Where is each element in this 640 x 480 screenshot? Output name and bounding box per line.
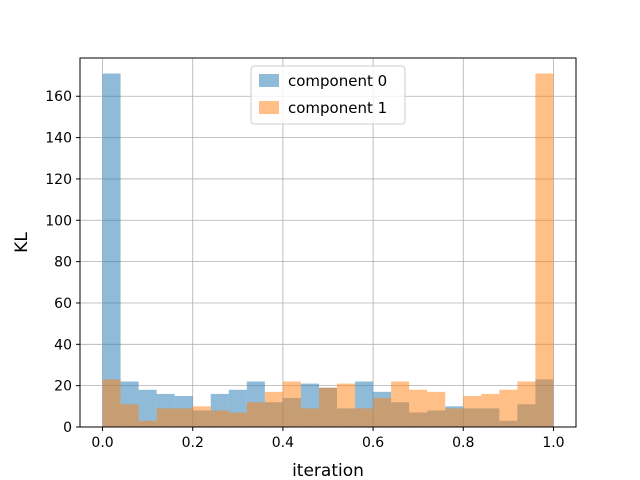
y-tick-label: 120 [45,172,72,188]
bar-series-1-bin-0 [102,379,121,427]
bar-series-1-bin-5 [192,406,211,427]
bar-series-1-bin-11 [300,408,319,427]
plot-frame [79,57,577,428]
bar-series-1-bin-14 [355,408,374,427]
bar-series-1-bin-15 [373,398,392,427]
y-axis-ticks: 0 20 40 60 80 100 120 140 160 [45,89,80,436]
bar-series-1-bin-23 [517,381,536,427]
bar-series-1-bin-2 [138,420,157,427]
y-tick-label: 140 [45,131,72,147]
y-axis-label: KL [12,232,32,253]
bar-series-1-bin-9 [264,391,283,427]
bar-series-1-bin-10 [282,381,301,427]
series-1-bars [102,73,554,427]
bar-series-1-bin-12 [318,387,338,427]
bar-series-1-bin-4 [174,408,193,427]
x-tick-label: 0.2 [182,435,204,451]
x-axis-ticks: 0.0 0.2 0.4 0.6 0.8 1.0 [91,427,565,451]
bar-series-1-bin-13 [337,383,356,427]
x-tick-label: 0.4 [272,435,294,451]
y-tick-label: 80 [54,255,72,271]
x-tick-label: 0.6 [362,435,384,451]
bar-series-1-bin-21 [481,393,500,427]
y-tick-label: 20 [54,379,72,395]
bar-series-1-bin-16 [391,381,410,427]
bar-series-1-bin-24 [535,73,554,427]
y-tick-label: 40 [54,337,72,353]
bar-series-1-bin-20 [463,395,482,427]
legend-label-1: component 1 [288,99,387,117]
bar-series-1-bin-7 [228,412,247,427]
bar-series-0-bin-0 [102,73,121,427]
bar-series-1-bin-3 [156,408,175,427]
legend-swatch-1 [259,101,279,114]
legend-label-0: component 0 [288,72,387,90]
bar-series-0-bin-2 [138,389,157,427]
legend: component 0 component 1 [250,65,406,125]
bar-series-1-bin-8 [246,402,265,427]
x-axis-label: iteration [292,461,364,480]
y-tick-label: 100 [45,213,72,229]
y-tick-label: 160 [45,89,72,105]
x-tick-label: 1.0 [542,435,564,451]
bar-series-1-bin-17 [409,389,428,427]
y-tick-label: 60 [54,296,72,312]
histogram-bars [102,73,554,427]
x-tick-label: 0.8 [452,435,474,451]
legend-box [250,65,406,125]
series-0-bars [102,73,554,427]
y-tick-label: 0 [63,420,72,436]
bar-series-1-bin-22 [499,389,518,427]
bar-series-1-bin-19 [445,408,464,427]
bar-series-1-bin-6 [210,410,229,427]
bar-series-1-bin-18 [427,391,446,427]
legend-swatch-0 [259,74,279,87]
x-tick-label: 0.0 [91,435,113,451]
bar-series-1-bin-1 [120,404,139,427]
